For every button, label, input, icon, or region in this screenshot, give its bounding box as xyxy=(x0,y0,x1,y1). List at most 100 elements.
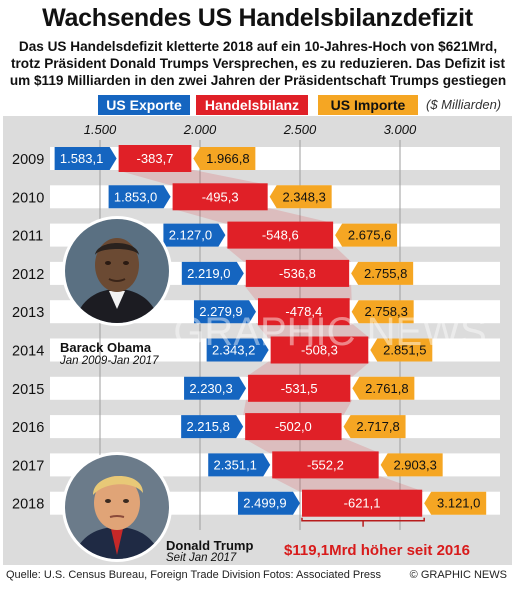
balance-connector xyxy=(255,323,371,339)
balance-value-label: -552,2 xyxy=(307,457,344,472)
year-row: 2016 -502,0 2.215,8 2.717,8 xyxy=(12,413,406,441)
year-row: 2015 -531,5 2.230,3 2.761,8 xyxy=(12,374,415,402)
export-value-label: 1.853,0 xyxy=(114,189,157,204)
year-row: 2011 -548,6 2.127,0 2.675,6 xyxy=(12,221,398,249)
import-value-label: 1.966,8 xyxy=(206,151,249,166)
import-marker xyxy=(343,415,406,439)
balance-value-label: -478,4 xyxy=(285,304,322,319)
balance-bar xyxy=(270,336,369,364)
export-value-label: 2.219,0 xyxy=(187,266,230,281)
balance-connector xyxy=(246,361,371,377)
balance-bar xyxy=(172,183,268,211)
copyright: © GRAPHIC NEWS xyxy=(409,569,507,581)
year-label: 2015 xyxy=(12,382,44,398)
trump-portrait-icon xyxy=(65,455,169,559)
export-marker xyxy=(54,147,117,170)
trump-photo xyxy=(62,452,172,562)
export-value-label: 2.351,1 xyxy=(214,457,257,472)
export-marker xyxy=(237,491,300,515)
balance-bar xyxy=(118,145,192,172)
export-marker xyxy=(193,300,256,324)
balance-connector xyxy=(225,246,352,262)
balance-value-label: -621,1 xyxy=(344,496,381,511)
import-value-label: 2.851,5 xyxy=(383,343,426,358)
import-marker xyxy=(351,261,414,285)
watermark: GRAPHIC NEWS xyxy=(173,310,486,354)
balance-value-label: -531,5 xyxy=(281,381,318,396)
export-marker xyxy=(184,376,247,400)
balance-value-label: -508,3 xyxy=(301,343,338,358)
year-label: 2010 xyxy=(12,190,44,206)
export-value-label: 2.215,8 xyxy=(186,419,229,434)
export-marker xyxy=(206,338,269,362)
page-title: Wachsendes US Handelsbilanzdefizit xyxy=(42,4,473,32)
x-tick-label: 3.000 xyxy=(384,122,417,137)
year-label: 2018 xyxy=(12,497,44,513)
balance-bar xyxy=(272,451,379,479)
import-marker xyxy=(352,376,415,400)
trump-name: Donald Trump xyxy=(166,538,254,553)
import-value-label: 2.755,8 xyxy=(364,266,407,281)
balance-bar xyxy=(248,374,351,402)
balance-value-label: -536,8 xyxy=(279,266,316,281)
import-marker xyxy=(335,223,398,247)
obama-name: Barack Obama xyxy=(60,340,152,355)
export-marker xyxy=(181,415,244,439)
export-value-label: 2.127,0 xyxy=(169,228,212,243)
balance-connector xyxy=(243,284,352,301)
row-background xyxy=(50,147,500,170)
trump-term: Seit Jan 2017 xyxy=(166,552,237,564)
year-row: 2013 -478,4 2.279,9 2.758,3 xyxy=(12,298,414,326)
year-row: 2009 -383,7 1.583,1 1.966,8 xyxy=(12,145,256,172)
balance-bar xyxy=(245,259,350,287)
import-value-label: 2.761,8 xyxy=(365,381,408,396)
export-marker xyxy=(108,185,171,209)
balance-connector xyxy=(170,208,336,224)
balance-connector xyxy=(243,438,381,454)
export-marker xyxy=(163,223,226,247)
import-value-label: 2.758,3 xyxy=(364,304,407,319)
legend-imports-label: US Importe xyxy=(330,97,406,113)
import-value-label: 3.121,0 xyxy=(437,496,480,511)
import-marker xyxy=(193,147,256,170)
import-marker xyxy=(269,185,332,209)
units-label: ($ Milliarden) xyxy=(426,97,502,112)
balance-connector xyxy=(243,399,353,416)
export-value-label: 1.583,1 xyxy=(60,151,103,166)
year-label: 2013 xyxy=(12,305,44,321)
year-row: 2012 -536,8 2.219,0 2.755,8 xyxy=(12,259,414,287)
legend-balance: Handelsbilanz xyxy=(196,95,308,115)
legend-balance-label: Handelsbilanz xyxy=(204,97,300,113)
balance-bar xyxy=(257,298,350,326)
export-marker xyxy=(181,261,244,285)
export-marker xyxy=(208,453,271,477)
export-value-label: 2.230,3 xyxy=(189,381,232,396)
x-tick-label: 2.500 xyxy=(283,122,317,137)
export-value-label: 2.343,2 xyxy=(212,343,255,358)
balance-bar xyxy=(227,221,334,249)
deficit-bracket xyxy=(301,517,425,522)
balance-value-label: -548,6 xyxy=(262,228,299,243)
import-marker xyxy=(351,300,414,324)
import-value-label: 2.903,3 xyxy=(393,457,436,472)
photo-credit: Fotos: Associated Press xyxy=(263,569,381,581)
import-marker xyxy=(370,338,433,362)
year-label: 2012 xyxy=(12,267,44,283)
x-tick-label: 2.000 xyxy=(183,122,217,137)
import-marker xyxy=(424,491,487,515)
export-value-label: 2.279,9 xyxy=(199,304,242,319)
balance-value-label: -495,3 xyxy=(202,189,239,204)
subtitle: Das US Handelsdefizit kletterte 2018 auf… xyxy=(9,39,507,88)
year-label: 2017 xyxy=(12,458,44,474)
obama-photo xyxy=(62,216,172,326)
year-row: 2017 -552,2 2.351,1 2.903,3 xyxy=(12,451,443,479)
balance-connector xyxy=(270,476,425,492)
year-row: 2018 -621,1 2.499,9 3.121,0 xyxy=(12,489,487,517)
deficit-annotation: $119,1Mrd höher seit 2016 xyxy=(284,542,470,559)
balance-connector xyxy=(116,170,270,186)
x-tick-label: 1.500 xyxy=(84,122,117,137)
import-value-label: 2.348,3 xyxy=(282,189,325,204)
balance-bar xyxy=(301,489,423,517)
year-label: 2011 xyxy=(12,229,43,245)
import-value-label: 2.717,8 xyxy=(356,419,399,434)
